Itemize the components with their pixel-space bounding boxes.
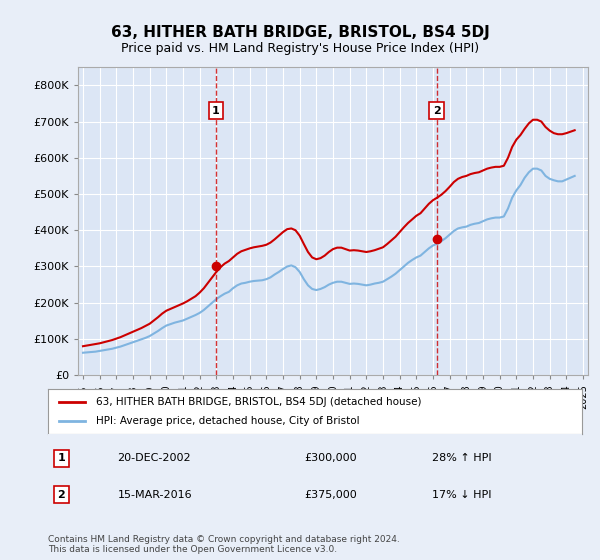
Text: 17% ↓ HPI: 17% ↓ HPI bbox=[433, 490, 492, 500]
Text: 20-DEC-2002: 20-DEC-2002 bbox=[118, 453, 191, 463]
Text: 28% ↑ HPI: 28% ↑ HPI bbox=[433, 453, 492, 463]
Text: HPI: Average price, detached house, City of Bristol: HPI: Average price, detached house, City… bbox=[96, 417, 359, 427]
Text: Price paid vs. HM Land Registry's House Price Index (HPI): Price paid vs. HM Land Registry's House … bbox=[121, 42, 479, 55]
Text: 63, HITHER BATH BRIDGE, BRISTOL, BS4 5DJ: 63, HITHER BATH BRIDGE, BRISTOL, BS4 5DJ bbox=[110, 25, 490, 40]
Text: 63, HITHER BATH BRIDGE, BRISTOL, BS4 5DJ (detached house): 63, HITHER BATH BRIDGE, BRISTOL, BS4 5DJ… bbox=[96, 396, 422, 407]
Text: Contains HM Land Registry data © Crown copyright and database right 2024.
This d: Contains HM Land Registry data © Crown c… bbox=[48, 535, 400, 554]
Text: £375,000: £375,000 bbox=[304, 490, 357, 500]
Text: £300,000: £300,000 bbox=[304, 453, 357, 463]
Text: 2: 2 bbox=[58, 490, 65, 500]
Text: 1: 1 bbox=[212, 106, 220, 116]
Text: 15-MAR-2016: 15-MAR-2016 bbox=[118, 490, 192, 500]
Text: 1: 1 bbox=[58, 453, 65, 463]
Text: 2: 2 bbox=[433, 106, 440, 116]
